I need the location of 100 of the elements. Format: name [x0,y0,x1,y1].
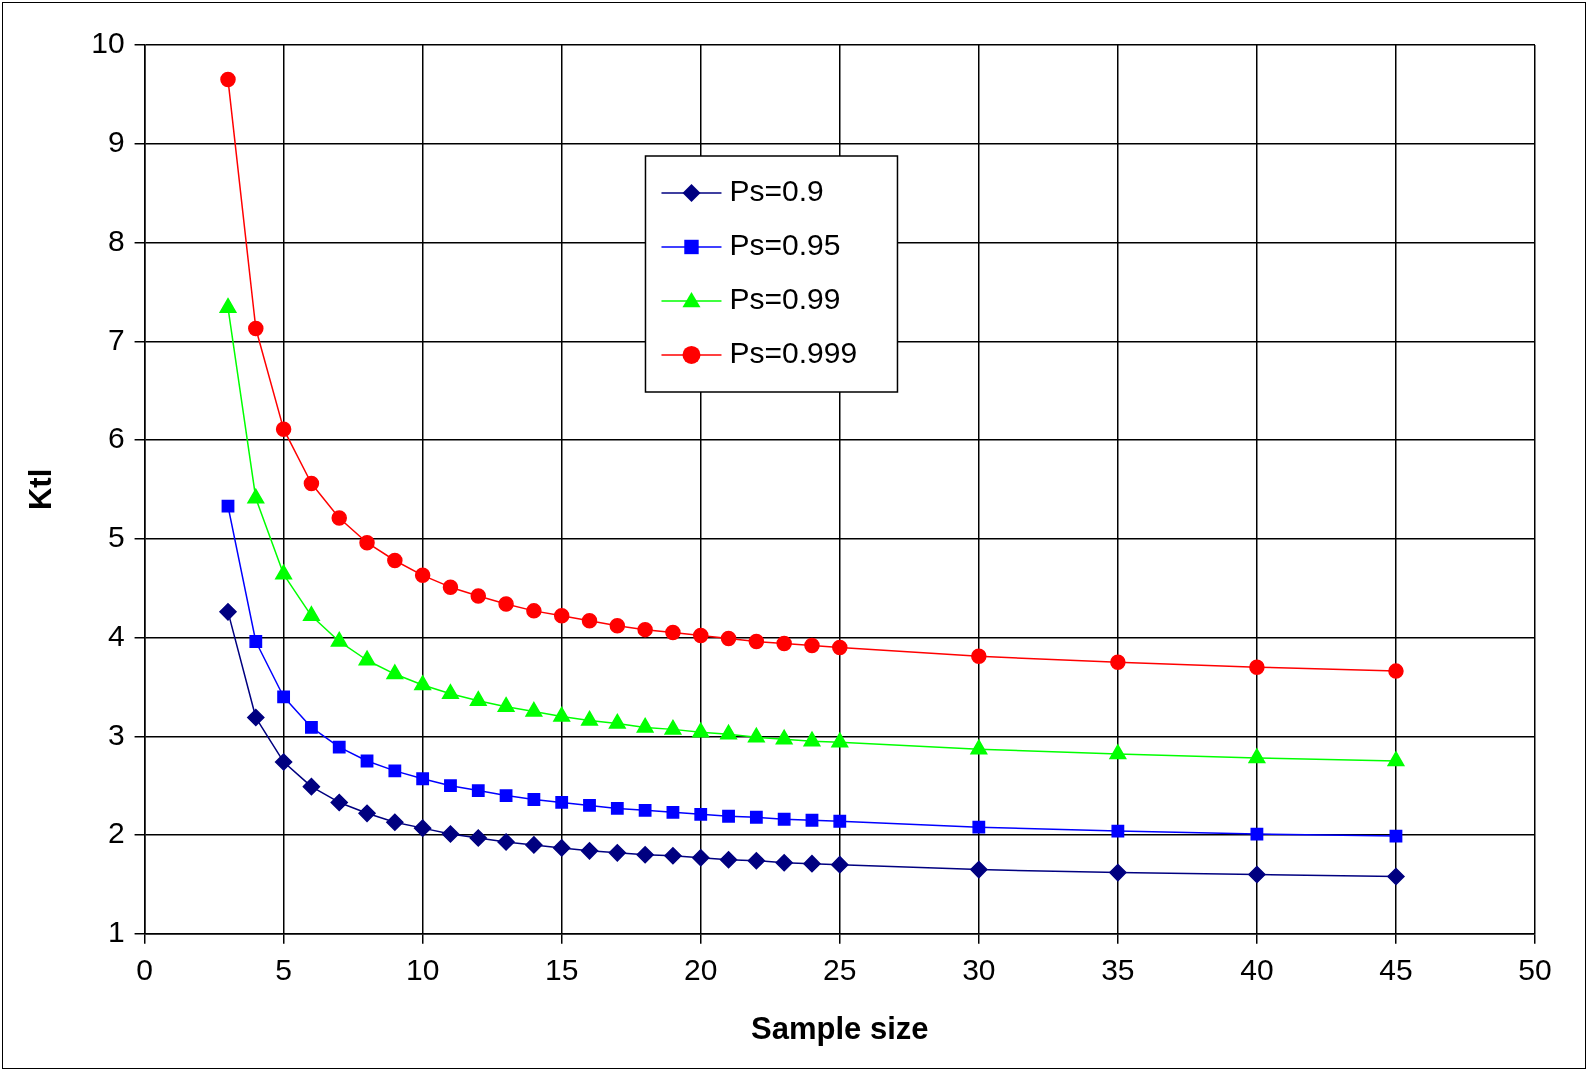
y-tick-label: 4 [107,618,125,652]
point [358,804,376,823]
point [1387,867,1405,886]
point [249,635,263,648]
y-tick-label: 2 [107,816,125,850]
point [331,510,347,526]
point [1109,863,1127,882]
legend-label: Ps=0.99 [729,282,841,316]
point [1387,751,1405,767]
x-tick-label: 40 [1240,953,1274,987]
point [526,603,542,619]
x-tick-label: 25 [823,953,857,987]
y-tick-label: 6 [107,421,125,455]
point [972,820,986,834]
point [694,807,708,821]
point [332,740,346,754]
point [275,421,292,437]
y-tick-label: 9 [107,125,125,159]
x-tick-label: 15 [545,953,579,987]
point [637,621,653,638]
point [805,813,819,827]
point [471,784,485,798]
point [692,627,709,644]
point [581,613,598,629]
point [470,588,487,604]
y-tick-label: 1 [107,915,125,949]
y-tick-label: 7 [107,322,125,356]
point [247,708,265,727]
point [580,842,599,860]
point [638,803,652,817]
point [1110,654,1126,670]
x-tick-label: 10 [405,953,440,987]
point [302,777,321,796]
point [749,810,763,824]
point [330,793,348,812]
point [608,844,627,862]
point [414,675,432,691]
point [277,690,291,704]
point [747,851,766,870]
point [833,814,847,828]
legend-label: Ps=0.95 [729,228,841,262]
point [386,813,404,831]
point [1111,824,1125,838]
point [636,846,654,864]
point [497,833,515,851]
point [970,739,988,755]
x-tick-label: 45 [1379,953,1413,987]
point [665,624,681,641]
y-tick-label: 10 [91,26,125,60]
legend-label: Ps=0.999 [729,336,858,370]
point [416,772,430,786]
point [610,801,624,815]
point [1249,659,1265,675]
point [442,579,459,595]
y-tick-label: 8 [107,223,125,257]
x-axis-title: Sample size [751,1010,929,1046]
point [691,849,710,867]
point [803,854,821,873]
point [248,320,264,337]
y-tick-label: 3 [107,717,125,751]
y-tick-label: 5 [107,520,125,554]
point [499,789,513,802]
point [525,836,543,854]
point [552,839,571,857]
point [970,860,988,879]
point [776,635,792,652]
legend-label: Ps=0.9 [729,174,824,208]
point [444,779,457,793]
point [274,753,293,771]
point [832,639,848,656]
point [498,596,514,612]
point [388,764,402,778]
point [220,71,236,88]
point [1109,744,1127,760]
point [720,630,737,647]
point [359,534,375,551]
point [414,567,431,584]
y-axis-title: Ktl [23,468,59,511]
point [302,606,320,622]
point [1248,865,1266,884]
point [722,809,735,823]
point [555,796,569,809]
x-tick-label: 5 [275,953,292,987]
point [583,799,596,812]
point [748,633,765,650]
point [666,805,680,819]
point [804,637,820,654]
point [469,829,488,847]
x-tick-label: 20 [684,953,718,987]
point [553,608,570,624]
point [221,499,235,513]
point [1248,748,1266,764]
point [441,684,460,700]
point [413,819,432,837]
x-tick-label: 50 [1518,953,1552,987]
x-tick-label: 0 [136,953,153,987]
point [1388,663,1404,679]
x-tick-label: 35 [1101,953,1135,987]
point [609,617,626,634]
point [387,552,403,569]
